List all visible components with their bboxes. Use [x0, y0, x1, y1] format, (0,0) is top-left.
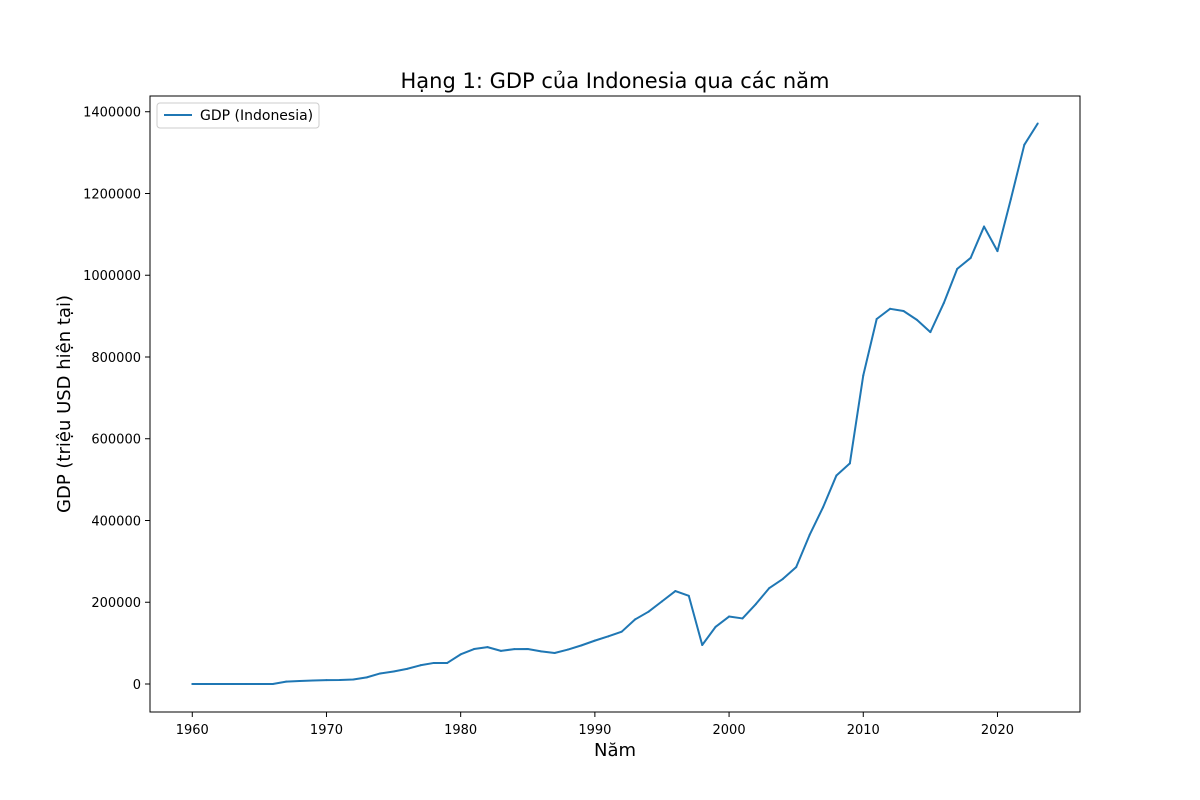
gdp-series-points: [191, 122, 1039, 685]
x-tick-label: 2010: [847, 723, 880, 738]
data-point: [513, 648, 516, 651]
y-tick-label: 0: [133, 678, 141, 693]
legend-frame: [156, 102, 320, 129]
data-point: [204, 683, 207, 685]
x-tick-label: 1960: [176, 723, 209, 738]
data-point: [218, 683, 221, 685]
data-point: [312, 679, 315, 682]
data-point: [1036, 122, 1039, 125]
data-point: [432, 661, 435, 664]
data-point: [795, 566, 798, 569]
data-point: [352, 678, 355, 681]
data-point: [298, 679, 301, 682]
data-point: [325, 679, 328, 682]
chart-title: Hạng 1: GDP của Indonesia qua các năm: [401, 69, 830, 93]
data-point: [338, 679, 341, 682]
data-point: [593, 639, 596, 642]
data-point: [1009, 198, 1012, 201]
x-tick-label: 1990: [578, 723, 611, 738]
data-point: [446, 661, 449, 664]
data-point: [808, 533, 811, 536]
legend-label: GDP (Indonesia): [200, 108, 313, 124]
plot-frame: [149, 95, 1081, 713]
x-tick-label: 2000: [713, 723, 746, 738]
data-point: [620, 630, 623, 633]
y-axis: 0 200000 400000 600000 800000 1000000 1200000 1…: [83, 106, 150, 693]
data-point: [915, 318, 918, 321]
data-point: [1023, 143, 1026, 146]
data-point: [634, 618, 637, 621]
data-point: [983, 225, 986, 228]
data-point: [580, 644, 583, 647]
data-point: [231, 683, 234, 685]
data-point: [459, 653, 462, 656]
y-tick-label: 400000: [91, 514, 141, 529]
data-point: [405, 667, 408, 670]
gdp-series-line: [192, 122, 1039, 685]
data-point: [553, 651, 556, 654]
y-tick-label: 1400000: [83, 106, 141, 121]
data-point: [540, 650, 543, 653]
data-point: [741, 617, 744, 620]
data-point: [191, 683, 194, 685]
data-point: [754, 603, 757, 606]
data-point: [889, 307, 892, 310]
data-point: [365, 676, 368, 679]
plot-area: [149, 95, 1081, 713]
data-point: [285, 680, 288, 683]
data-point: [419, 664, 422, 667]
data-point: [781, 578, 784, 581]
data-point: [687, 594, 690, 597]
data-point: [526, 648, 529, 651]
legend: GDP (Indonesia): [156, 102, 320, 129]
data-point: [929, 331, 932, 334]
data-point: [728, 615, 731, 618]
x-tick-label: 1980: [444, 723, 477, 738]
y-tick-label: 1200000: [83, 187, 141, 202]
y-tick-label: 800000: [91, 351, 141, 366]
x-axis-label: Năm: [594, 740, 636, 761]
y-tick-label: 600000: [91, 433, 141, 448]
data-point: [647, 610, 650, 613]
data-point: [379, 672, 382, 675]
data-point: [902, 309, 905, 312]
data-point: [835, 474, 838, 477]
data-point: [244, 683, 247, 685]
data-point: [499, 649, 502, 652]
x-tick-label: 2020: [981, 723, 1014, 738]
data-point: [473, 648, 476, 651]
y-axis-label: GDP (triệu USD hiện tại): [54, 295, 75, 513]
y-tick-label: 1000000: [83, 269, 141, 284]
data-point: [567, 648, 570, 651]
y-tick-label: 200000: [91, 596, 141, 611]
data-point: [942, 302, 945, 305]
data-point: [392, 670, 395, 673]
data-point: [768, 587, 771, 590]
data-point: [862, 374, 865, 377]
data-point: [822, 506, 825, 509]
data-point: [996, 250, 999, 253]
data-point: [271, 683, 274, 685]
data-point: [848, 462, 851, 465]
data-point: [258, 683, 261, 685]
data-point: [875, 317, 878, 320]
x-tick-label: 1970: [310, 723, 343, 738]
data-point: [607, 635, 610, 638]
data-point: [714, 625, 717, 628]
data-point: [486, 646, 489, 649]
data-point: [660, 600, 663, 603]
data-point: [969, 256, 972, 259]
data-point: [674, 590, 677, 593]
x-axis: 1960 1970 1980 1990 2000 2010 2020: [176, 712, 1014, 738]
data-point: [701, 644, 704, 647]
data-point: [956, 267, 959, 270]
